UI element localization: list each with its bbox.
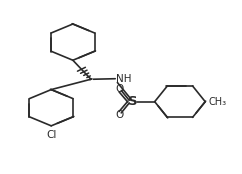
Text: CH₃: CH₃: [209, 97, 227, 107]
Text: S: S: [128, 95, 138, 108]
Text: O: O: [116, 84, 124, 94]
Text: Cl: Cl: [46, 130, 56, 140]
Text: NH: NH: [116, 74, 132, 84]
Text: O: O: [116, 110, 124, 120]
